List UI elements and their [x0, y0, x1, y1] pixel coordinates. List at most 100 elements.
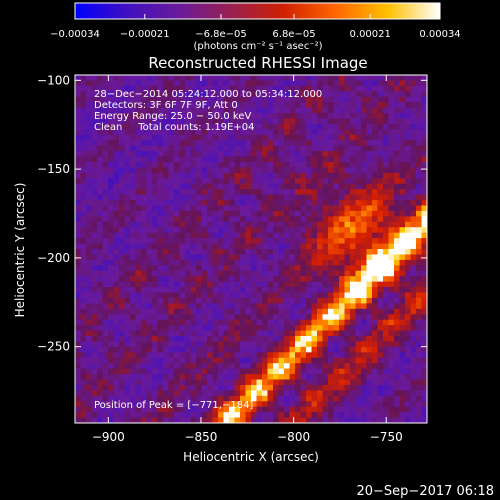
heatmap-cell — [311, 189, 318, 195]
heatmap-cell — [295, 178, 301, 185]
heatmap-cell — [190, 200, 197, 206]
heatmap-cell — [91, 140, 98, 146]
heatmap-cell — [399, 172, 406, 179]
heatmap-cell — [383, 91, 389, 98]
heatmap-cell — [311, 303, 318, 310]
heatmap-cell — [388, 270, 395, 277]
heatmap-cell — [372, 363, 378, 369]
heatmap-cell — [410, 330, 417, 337]
heatmap-cell — [108, 406, 114, 413]
heatmap-cell — [306, 336, 312, 342]
heatmap-cell — [124, 227, 131, 233]
heatmap-cell — [174, 156, 180, 163]
heatmap-cell — [218, 113, 224, 119]
heatmap-cell — [86, 330, 92, 337]
heatmap-cell — [75, 107, 81, 114]
heatmap-cell — [306, 129, 312, 136]
heatmap-cell — [394, 221, 400, 228]
heatmap-cell — [185, 178, 191, 185]
heatmap-cell — [377, 140, 384, 146]
heatmap-cell — [119, 395, 125, 402]
heatmap-cell — [179, 287, 186, 293]
heatmap-cell — [350, 417, 356, 424]
heatmap-cell — [355, 314, 362, 320]
heatmap-cell — [267, 417, 274, 424]
heatmap-cell — [405, 151, 411, 157]
heatmap-cell — [405, 162, 411, 168]
heatmap-cell — [80, 85, 87, 92]
heatmap-cell — [361, 210, 367, 217]
heatmap-cell — [163, 390, 169, 397]
heatmap-cell — [251, 406, 257, 413]
heatmap-cell — [317, 151, 323, 157]
heatmap-cell — [328, 297, 334, 304]
heatmap-cell — [102, 390, 109, 397]
heatmap-cell — [377, 145, 384, 152]
heatmap-cell — [108, 123, 114, 130]
heatmap-cell — [295, 80, 301, 87]
heatmap-cell — [350, 102, 356, 108]
heatmap-cell — [108, 319, 114, 326]
heatmap-cell — [124, 259, 131, 266]
heatmap-cell — [229, 189, 235, 195]
heatmap-cell — [245, 129, 252, 136]
heatmap-cell — [416, 75, 422, 81]
heatmap-cell — [361, 412, 367, 418]
heatmap-cell — [350, 357, 356, 364]
heatmap-cell — [295, 363, 301, 369]
heatmap-cell — [289, 172, 296, 179]
heatmap-cell — [102, 194, 109, 201]
heatmap-cell — [361, 96, 367, 103]
heatmap-cell — [300, 216, 307, 223]
heatmap-cell — [190, 297, 197, 304]
heatmap-cell — [245, 151, 252, 157]
heatmap-cell — [273, 395, 279, 402]
heatmap-cell — [113, 406, 120, 413]
heatmap-cell — [207, 374, 213, 380]
heatmap-cell — [355, 238, 362, 244]
heatmap-cell — [278, 178, 285, 185]
heatmap-cell — [130, 189, 136, 195]
heatmap-cell — [163, 281, 169, 288]
heatmap-cell — [190, 151, 197, 157]
heatmap-cell — [289, 254, 296, 261]
heatmap-cell — [179, 292, 186, 299]
heatmap-cell — [196, 156, 202, 163]
heatmap-cell — [273, 303, 279, 310]
heatmap-cell — [350, 210, 356, 217]
heatmap-cell — [339, 243, 345, 250]
heatmap-cell — [229, 210, 235, 217]
heatmap-cell — [267, 172, 274, 179]
heatmap-cell — [97, 287, 103, 293]
heatmap-cell — [157, 200, 164, 206]
heatmap-cell — [102, 134, 109, 141]
heatmap-cell — [207, 113, 213, 119]
heatmap-cell — [372, 379, 378, 386]
heatmap-cell — [80, 292, 87, 299]
heatmap-cell — [75, 270, 81, 277]
heatmap-cell — [317, 341, 323, 348]
heatmap-cell — [317, 352, 323, 359]
heatmap-cell — [284, 156, 290, 163]
heatmap-cell — [377, 183, 384, 190]
heatmap-cell — [108, 249, 114, 255]
heatmap-cell — [146, 200, 153, 206]
heatmap-cell — [119, 75, 125, 81]
heatmap-cell — [179, 129, 186, 136]
heatmap-cell — [416, 216, 422, 223]
heatmap-cell — [201, 314, 208, 320]
heatmap-cell — [152, 75, 158, 81]
heatmap-cell — [207, 357, 213, 364]
heatmap-cell — [333, 216, 340, 223]
heatmap-cell — [91, 292, 98, 299]
heatmap-cell — [245, 96, 252, 103]
heatmap-cell — [251, 96, 257, 103]
heatmap-cell — [383, 395, 389, 402]
heatmap-cell — [344, 91, 351, 98]
heatmap-cell — [168, 178, 175, 185]
heatmap-cell — [410, 102, 417, 108]
heatmap-cell — [421, 221, 428, 228]
heatmap-cell — [317, 172, 323, 179]
heatmap-cell — [361, 129, 367, 136]
heatmap-cell — [119, 238, 125, 244]
